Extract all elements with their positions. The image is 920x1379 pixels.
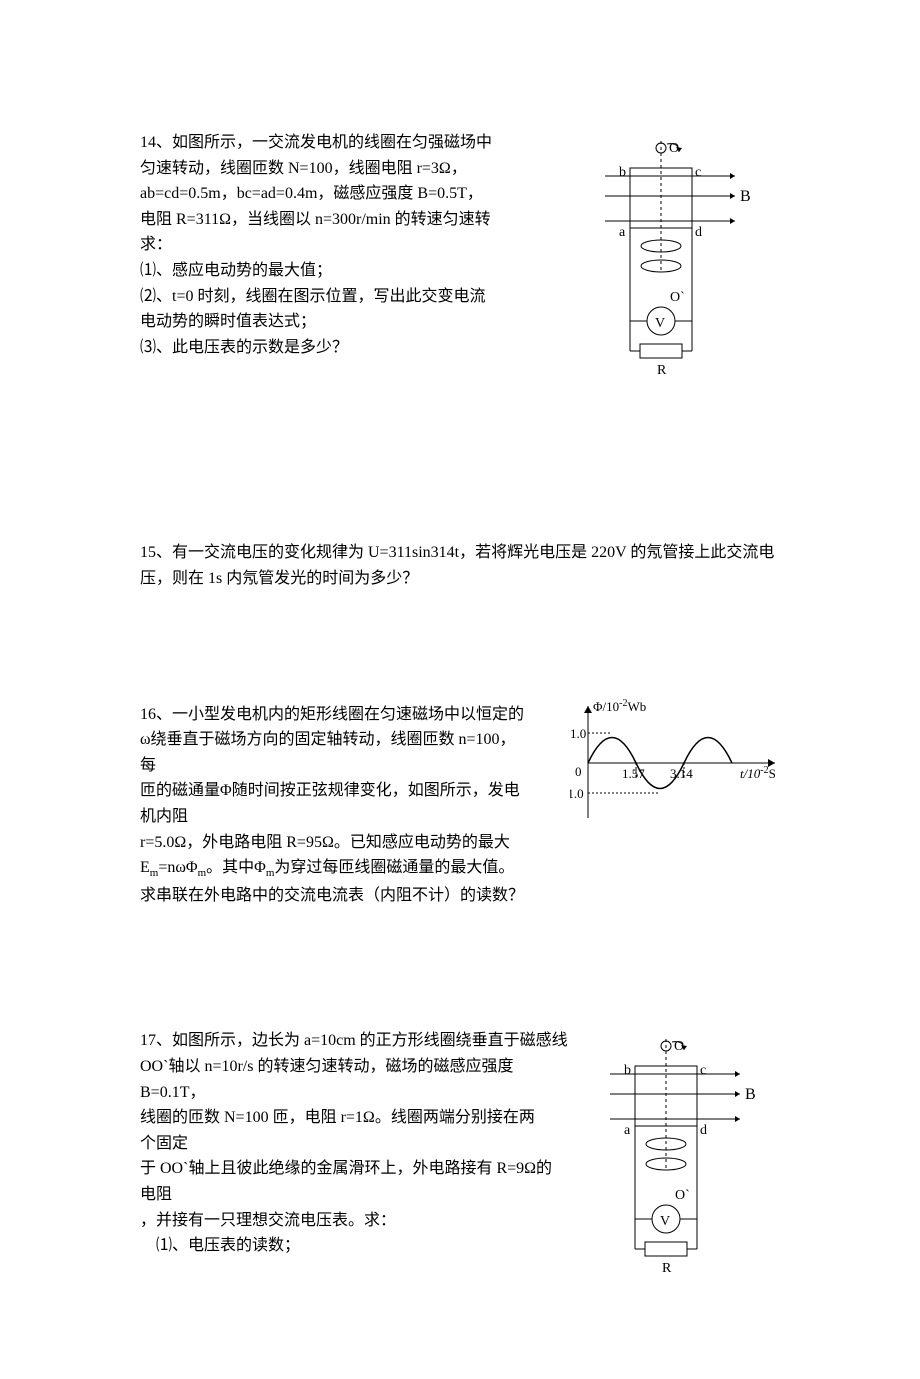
p14-q1: ⑴、感应电动势的最大值； [140, 258, 520, 284]
p14-line4a: 电阻 R=311Ω，当线圈以 n=300r/min 的转速匀速转 [140, 211, 491, 228]
p17-l2b: B=0.1T， [140, 1080, 580, 1106]
svg-text:-1.0: -1.0 [570, 786, 584, 801]
p16-l2c: 每 [140, 753, 560, 779]
svg-text:a: a [619, 225, 626, 240]
svg-text:O`: O` [670, 290, 685, 305]
problem-15: 15、有一交流电压的变化规律为 U=311sin314t，若将辉光电压是 220… [140, 540, 780, 591]
p14-q2b: 电动势的瞬时值表达式； [140, 309, 520, 335]
p16-l6: 求串联在外电路中的交流电流表（内阻不计）的读数？ [140, 883, 560, 909]
generator-circuit-diagram: O b c a d B O` V R [575, 136, 780, 386]
sine-wave-chart: Φ/10-2Wb t/10-2S 1.0 -1.0 0 1.57 3.14 [570, 698, 790, 828]
p16-text: 16、一小型发电机内的矩形线圈在匀速磁场中以恒定的 角速度 ω绕垂直于磁场方向的… [140, 702, 560, 909]
svg-text:R: R [662, 1261, 672, 1276]
generator-circuit-diagram-17: O b c a d B O` V R [590, 1034, 780, 1284]
svg-text:V: V [660, 1214, 670, 1229]
svg-text:R: R [657, 363, 667, 378]
svg-text:3.14: 3.14 [670, 766, 693, 781]
svg-text:V: V [655, 316, 665, 331]
p14-line2: 匀速转动，线圈匝数 N=100，线圈电阻 r=3Ω， [140, 156, 520, 182]
svg-text:d: d [700, 1123, 707, 1138]
svg-text:c: c [700, 1063, 706, 1078]
p14-line3: ab=cd=0.5m，bc=ad=0.4m，磁感应强度 B=0.5T， [140, 181, 520, 207]
p16-l4: r=5.0Ω，外电路电阻 R=95Ω。已知感应电动势的最大 值 [140, 830, 560, 856]
svg-text:t/10-2S: t/10-2S [740, 765, 776, 781]
svg-text:1.0: 1.0 [570, 726, 586, 741]
p17-l4: 于 OO`轴上且彼此绝缘的金属滑环上，外电路接有 R=9Ω的 [140, 1156, 580, 1182]
p14-line4: 电阻 R=311Ω，当线圈以 n=300r/min 的转速匀速转 动时， [140, 207, 520, 233]
svg-text:c: c [695, 165, 701, 180]
svg-text:b: b [619, 165, 626, 180]
p14-q3: ⑶、此电压表的示数是多少？ [140, 335, 520, 361]
svg-text:B: B [740, 188, 751, 205]
p17-l2: OO`轴以 n=10r/s 的转速匀速转动，磁场的磁感应强度 [140, 1054, 580, 1080]
p16-l3: 匝的磁通量Φ随时间按正弦规律变化，如图所示，发电 [140, 778, 560, 804]
svg-text:Φ/10-2Wb: Φ/10-2Wb [593, 698, 646, 714]
problem-14: 14、如图所示，一交流发电机的线圈在匀强磁场中 匀速转动，线圈匝数 N=100，… [140, 130, 780, 360]
p17-figure: O b c a d B O` V R [590, 1034, 780, 1293]
p17-l1: 17、如图所示，边长为 a=10cm 的正方形线圈绕垂直于磁感线 的 [140, 1028, 580, 1054]
svg-text:B: B [745, 1086, 756, 1103]
p17-text: 17、如图所示，边长为 a=10cm 的正方形线圈绕垂直于磁感线 的 OO`轴以… [140, 1028, 580, 1258]
p14-figure: O b c a d B O` V R [575, 136, 780, 395]
svg-text:b: b [624, 1063, 631, 1078]
p14-line5: 求： [140, 232, 520, 258]
p16-l3b: 机内阻 [140, 804, 560, 830]
p14-q2: ⑵、t=0 时刻，线圈在图示位置，写出此交变电流 [140, 284, 520, 310]
p17-l5: ，并接有一只理想交流电压表。求： [140, 1208, 580, 1234]
svg-text:d: d [695, 225, 702, 240]
p15-text: 15、有一交流电压的变化规律为 U=311sin314t，若将辉光电压是 220… [140, 540, 780, 591]
p17-l3b: 个固定 [140, 1131, 580, 1157]
p17-l4b: 电阻 [140, 1182, 580, 1208]
p14-text: 14、如图所示，一交流发电机的线圈在匀强磁场中 匀速转动，线圈匝数 N=100，… [140, 130, 520, 360]
svg-text:1.57: 1.57 [622, 766, 645, 781]
p14-line1: 14、如图所示，一交流发电机的线圈在匀强磁场中 [140, 130, 520, 156]
svg-text:O`: O` [675, 1188, 690, 1203]
problem-17: 17、如图所示，边长为 a=10cm 的正方形线圈绕垂直于磁感线 的 OO`轴以… [140, 1028, 780, 1258]
p16-l1: 16、一小型发电机内的矩形线圈在匀速磁场中以恒定的 角速度 [140, 702, 560, 728]
problem-16: 16、一小型发电机内的矩形线圈在匀速磁场中以恒定的 角速度 ω绕垂直于磁场方向的… [140, 702, 780, 909]
p16-figure: Φ/10-2Wb t/10-2S 1.0 -1.0 0 1.57 3.14 [570, 698, 790, 837]
svg-text:0: 0 [575, 764, 582, 779]
p17-q1: ⑴、电压表的读数； [140, 1233, 580, 1259]
svg-text:a: a [624, 1123, 631, 1138]
p17-l3: 线圈的匝数 N=100 匝，电阻 r=1Ω。线圈两端分别接在两 [140, 1105, 580, 1131]
p16-l5: Em=nωΦm。其中Φm为穿过每匝线圈磁通量的最大值。 [140, 855, 560, 883]
p16-l2: ω绕垂直于磁场方向的固定轴转动，线圈匝数 n=100， 穿 过 [140, 727, 560, 753]
